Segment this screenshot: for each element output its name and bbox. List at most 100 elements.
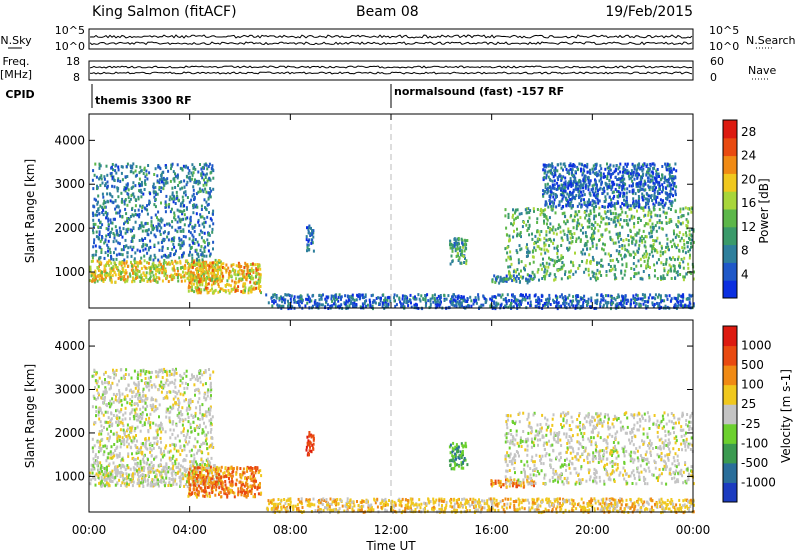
echo-cell	[622, 167, 625, 171]
echo-cell	[285, 293, 288, 297]
echo-cell	[593, 183, 596, 187]
echo-cell	[647, 222, 650, 226]
echo-cell	[688, 297, 691, 301]
echo-cell	[596, 223, 599, 227]
echo-cell	[658, 219, 661, 223]
echo-cell	[118, 211, 121, 215]
echo-cell	[142, 238, 144, 242]
echo-cell	[647, 168, 650, 172]
echo-cell	[147, 164, 150, 167]
echo-cell	[553, 183, 556, 187]
echo-cell	[644, 205, 647, 209]
echo-cell	[558, 304, 561, 308]
echo-cell	[453, 244, 456, 248]
echo-cell	[562, 299, 565, 303]
echo-cell	[230, 287, 233, 291]
echo-cell	[469, 295, 472, 299]
echo-cell	[674, 175, 677, 179]
echo-cell	[175, 249, 177, 253]
echo-cell	[176, 176, 179, 180]
echo-cell	[106, 212, 109, 216]
echo-cell	[182, 275, 184, 279]
echo-cell	[645, 222, 647, 226]
echo-cell	[692, 277, 695, 281]
echo-cell	[110, 266, 113, 270]
echo-cell	[547, 305, 549, 309]
echo-cell	[111, 195, 114, 199]
echo-cell	[160, 175, 163, 179]
echo-cell	[191, 226, 194, 230]
echo-cell	[97, 236, 100, 239]
echo-cell	[500, 295, 503, 299]
echo-cell	[516, 251, 519, 255]
echo-cell	[635, 293, 638, 297]
echo-cell	[591, 255, 594, 259]
echo-cell	[652, 171, 655, 175]
echo-cell	[148, 463, 151, 467]
echo-cell	[673, 269, 676, 273]
echo-cell	[663, 181, 666, 184]
echo-cell	[200, 167, 203, 171]
echo-cell	[545, 202, 548, 206]
echo-cell	[183, 223, 186, 227]
echo-cell	[152, 186, 155, 190]
echo-cell	[202, 172, 205, 176]
echo-cell	[545, 261, 548, 265]
echo-cell	[636, 231, 639, 235]
echo-cell	[669, 267, 672, 271]
echo-cell	[117, 277, 120, 280]
echo-cell	[590, 296, 593, 300]
echo-cell	[232, 267, 235, 271]
echo-cell	[679, 239, 682, 243]
echo-cell	[682, 214, 685, 218]
echo-cell	[674, 302, 677, 306]
echo-cell	[470, 299, 473, 303]
echo-cell	[204, 278, 207, 282]
echo-cell	[587, 176, 590, 180]
echo-cell	[544, 200, 547, 204]
echo-cell	[555, 300, 558, 304]
echo-cell	[109, 274, 112, 278]
echo-cell	[625, 238, 628, 241]
echo-cell	[127, 476, 130, 480]
echo-cell	[663, 269, 666, 273]
echo-cell	[680, 301, 683, 305]
echo-cell	[613, 170, 616, 174]
echo-cell	[173, 245, 176, 249]
echo-cell	[169, 179, 172, 183]
echo-cell	[515, 302, 518, 306]
echo-cell	[163, 259, 166, 262]
echo-cell	[661, 299, 664, 303]
echo-cell	[664, 250, 667, 254]
echo-cell	[570, 241, 573, 245]
echo-cell	[664, 162, 667, 166]
echo-cell	[640, 264, 643, 268]
echo-cell	[176, 173, 179, 177]
echo-cell	[226, 279, 229, 283]
echo-cell	[528, 216, 531, 220]
echo-cell	[158, 181, 161, 185]
echo-cell	[607, 202, 610, 206]
echo-cell	[543, 175, 546, 179]
echo-cell	[571, 183, 574, 187]
echo-cell	[182, 235, 185, 238]
echo-cell	[540, 230, 543, 233]
echo-cell	[654, 297, 657, 301]
echo-cell	[637, 247, 640, 251]
echo-cell	[99, 204, 102, 208]
echo-cell	[320, 303, 323, 307]
echo-cell	[123, 275, 126, 278]
echo-cell	[573, 177, 576, 181]
echo-cell	[679, 222, 682, 226]
echo-cell	[171, 193, 174, 197]
echo-cell	[273, 293, 276, 297]
echo-cell	[109, 199, 112, 203]
echo-cell	[589, 212, 592, 215]
echo-cell	[649, 164, 652, 168]
echo-cell	[662, 274, 665, 278]
echo-cell	[217, 290, 220, 294]
echo-cell	[148, 465, 151, 469]
echo-cell	[125, 271, 128, 275]
echo-cell	[198, 258, 201, 262]
echo-cell	[604, 199, 607, 203]
